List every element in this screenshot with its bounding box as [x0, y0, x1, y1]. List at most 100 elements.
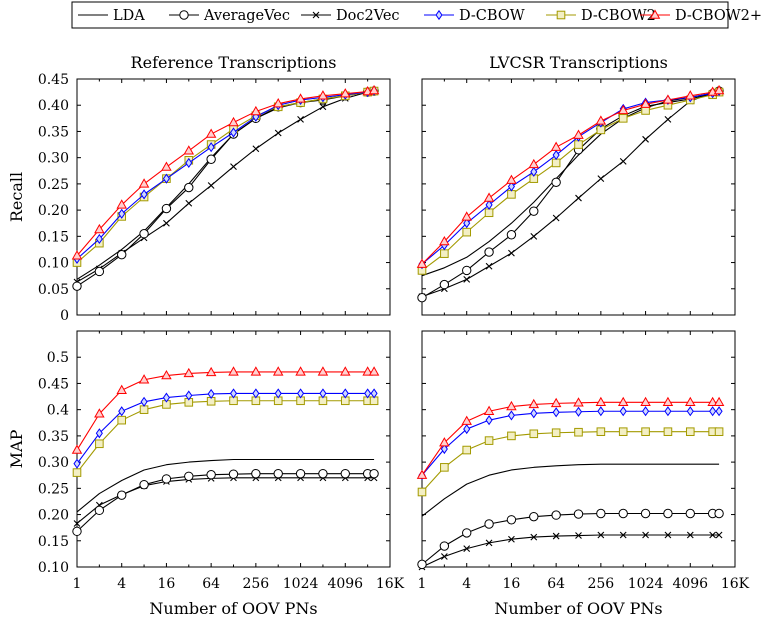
marker-d-cbow	[552, 149, 560, 161]
marker-d-cbow2plus	[340, 88, 351, 98]
series-d-cbow2plus	[416, 84, 725, 268]
legend-label-d-cbow: D-CBOW	[459, 8, 525, 24]
marker-averagevec	[184, 182, 194, 193]
series-d-cbow	[73, 388, 378, 469]
marker-averagevec	[139, 479, 149, 490]
marker-d-cbow2	[484, 208, 494, 218]
x-tick-label: 16	[503, 576, 521, 592]
series-d-cbow2	[417, 427, 724, 497]
marker-doc2vec	[530, 533, 538, 541]
marker-d-cbow2plus	[250, 366, 262, 376]
marker-doc2vec	[485, 539, 493, 547]
marker-averagevec	[206, 154, 216, 164]
legend-entry-lda: LDA	[78, 8, 145, 24]
series-d-cbow	[73, 85, 378, 264]
marker-d-cbow2plus	[94, 408, 105, 418]
y-axis-label: Recall	[7, 172, 26, 222]
marker-doc2vec	[185, 199, 193, 207]
x-tick-label: 4096	[327, 576, 363, 592]
marker-d-cbow	[118, 208, 126, 219]
marker-averagevec	[94, 266, 105, 277]
marker-doc2vec	[642, 531, 649, 539]
marker-d-cbow2plus	[685, 90, 696, 100]
marker-d-cbow2plus	[506, 174, 517, 184]
marker-doc2vec	[297, 115, 304, 123]
marker-d-cbow2plus	[483, 405, 495, 415]
marker-d-cbow	[574, 406, 583, 417]
marker-averagevec	[596, 508, 606, 519]
marker-averagevec	[206, 469, 216, 480]
marker-d-cbow2plus	[416, 469, 428, 479]
marker-doc2vec	[642, 135, 649, 143]
marker-d-cbow2	[507, 431, 516, 441]
panel-lvcsr-recall: LVCSR Transcriptions	[416, 53, 736, 316]
legend-entry-d-cbow2: D-CBOW2	[546, 8, 656, 24]
legend-label-lda: LDA	[113, 8, 145, 24]
marker-averagevec	[506, 230, 517, 240]
marker-averagevec	[251, 468, 261, 479]
marker-d-cbow	[319, 388, 327, 399]
series-d-cbow2	[72, 86, 379, 267]
marker-averagevec	[484, 519, 494, 529]
series-d-cbow	[418, 406, 723, 481]
x-tick-label: 1	[418, 576, 427, 592]
marker-d-cbow2plus	[116, 384, 127, 394]
series-d-cbow2plus	[416, 396, 725, 479]
marker-d-cbow2plus	[228, 116, 239, 127]
marker-doc2vec	[552, 214, 560, 222]
series-doc2vec	[418, 87, 723, 301]
marker-d-cbow	[73, 458, 81, 469]
marker-d-cbow2	[484, 436, 494, 445]
marker-d-cbow2	[529, 429, 539, 439]
marker-d-cbow	[552, 407, 560, 418]
y-tick-label: 0.20	[38, 203, 69, 219]
marker-d-cbow2	[95, 439, 104, 449]
marker-d-cbow2plus	[317, 90, 329, 100]
marker-averagevec	[139, 229, 149, 239]
marker-d-cbow	[530, 166, 538, 177]
marker-averagevec	[94, 505, 105, 516]
marker-d-cbow2plus	[161, 369, 172, 380]
marker-d-cbow	[715, 406, 723, 417]
marker-d-cbow2plus	[528, 158, 540, 169]
marker-averagevec	[573, 509, 584, 519]
series-averagevec	[417, 86, 724, 303]
marker-d-cbow	[341, 388, 349, 399]
marker-doc2vec	[664, 531, 672, 539]
marker-averagevec	[228, 469, 239, 479]
legend-label-d-cbow2: D-CBOW2	[581, 8, 656, 24]
marker-d-cbow2plus	[205, 366, 217, 377]
marker-d-cbow	[485, 199, 493, 210]
marker-d-cbow	[229, 127, 238, 138]
marker-doc2vec	[252, 145, 260, 153]
y-tick-label: 0.35	[38, 124, 69, 140]
marker-d-cbow2plus	[183, 367, 195, 378]
legend-entry-doc2vec: Doc2Vec	[301, 8, 400, 24]
x-tick-label: 16	[158, 576, 176, 592]
y-tick-label: 0.5	[47, 350, 69, 366]
marker-averagevec	[529, 511, 539, 522]
marker-d-cbow2	[618, 427, 628, 436]
marker-averagevec	[640, 508, 651, 519]
marker-d-cbow2plus	[573, 129, 584, 139]
marker-d-cbow2	[440, 249, 449, 258]
y-tick-label: 0.10	[38, 560, 69, 576]
marker-d-cbow	[485, 415, 493, 426]
y-tick-label: 0.25	[38, 177, 69, 193]
series-lda	[421, 463, 720, 517]
marker-doc2vec	[530, 232, 538, 240]
x-tick-label: 1024	[283, 576, 319, 592]
series-line-doc2vec	[76, 477, 375, 524]
series-lda	[421, 90, 720, 277]
marker-doc2vec	[463, 275, 471, 283]
marker-doc2vec	[575, 194, 582, 202]
marker-averagevec	[551, 510, 561, 520]
marker-d-cbow2plus	[272, 98, 284, 108]
y-tick-label: 0.25	[38, 481, 69, 497]
marker-d-cbow	[185, 157, 193, 168]
marker-averagevec	[439, 279, 450, 290]
marker-d-cbow2plus	[461, 415, 472, 425]
marker-d-cbow2	[685, 427, 695, 436]
marker-d-cbow	[463, 423, 471, 435]
x-tick-label: 64	[202, 576, 220, 592]
